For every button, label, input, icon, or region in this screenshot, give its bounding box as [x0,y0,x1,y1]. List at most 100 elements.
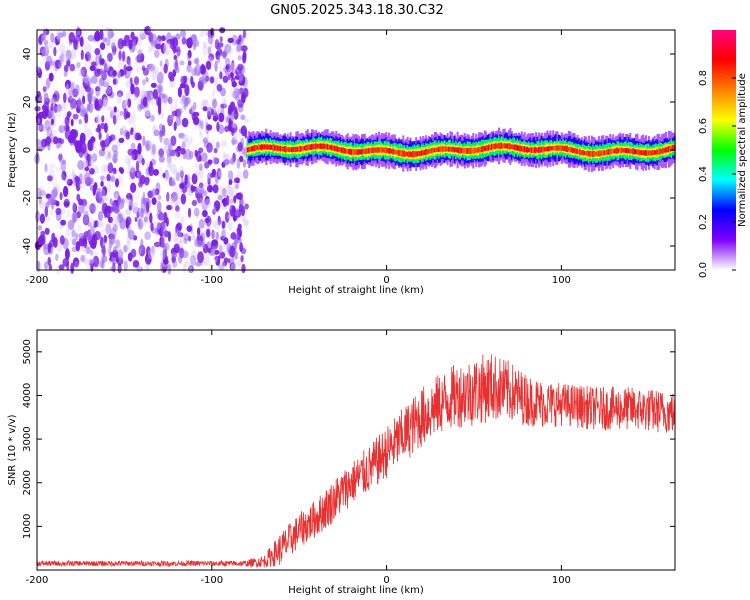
spectrogram-noise-cell [242,159,247,168]
spectrogram-noise-cell [93,250,98,258]
spectrogram-noise-cell [171,110,178,117]
spectrogram-noise-cell [193,124,200,130]
spectrogram-signal-cell [485,145,488,151]
spectrogram-noise-cell [56,104,62,112]
spectrogram-noise-cell [145,143,150,152]
spectrogram-noise-cell [184,97,189,108]
spectrogram-noise-cell [80,66,88,77]
spectrogram-noise-cell [230,257,235,265]
spectrogram-noise-cell [169,181,176,187]
spectrogram-noise-cell [167,157,173,168]
spectrogram-noise-cell [233,239,238,250]
spectrogram-noise-cell [42,86,47,93]
spectrogram-signal-cell [346,148,349,154]
spectrogram-noise-cell [105,149,113,162]
spectrogram-signal-cell [316,143,319,149]
spectrogram-noise-cell [78,236,86,247]
spectrogram-noise-cell [54,59,62,69]
spectrogram-noise-cell [191,250,197,260]
spectrogram-signal-cell [649,150,652,156]
spectrogram-noise-cell [240,125,247,137]
spectrogram-noise-cell [116,241,122,251]
spectrogram-noise-cell [179,148,186,155]
spectrogram-noise-cell [190,186,198,192]
spectrogram-signal-cell [513,144,516,150]
spectrogram-noise-cell [167,263,172,275]
spectrogram-signal-cell [389,147,392,155]
spectrogram-noise-cell [204,254,210,267]
spectrogram-noise-cell [128,115,134,125]
spectrogram-noise-cell [112,115,117,125]
spectrogram-noise-cell [86,262,92,271]
spectrogram-noise-cell [80,246,87,253]
spectrogram-noise-cell [225,195,230,206]
spectrogram-noise-cell [214,75,219,88]
spectrogram-noise-cell [57,107,62,119]
spectrogram-noise-cell [222,50,227,60]
spectrogram-noise-cell [177,86,182,98]
spectrogram-noise-cell [244,203,249,210]
spectrogram-noise-cell [83,247,88,254]
spectrogram-signal-cell [439,146,442,152]
spectrogram-noise-cell [50,32,55,43]
spectrogram-noise-cell [90,153,97,160]
spectrogram-noise-cell [219,251,226,259]
spectrogram-noise-cell [115,239,121,249]
spectrogram-signal-cell [625,147,628,154]
spectrogram-noise-cell [45,216,51,222]
spectrogram-noise-cell [147,190,153,199]
spectrogram-signal-cell [293,147,296,152]
spectrogram-noise-cell [44,227,50,235]
spectrogram-noise-cell [145,110,151,119]
spectrogram-signal-cell [526,146,529,153]
spectrogram-noise-cell [224,211,230,224]
spectrogram-noise-cell [144,25,152,36]
spectrogram-noise-cell [85,127,92,138]
spectrogram-x-ticks: -200 -100 0 100 [26,30,571,286]
spectrogram-noise-cell [202,242,206,249]
spectrogram-signal-cell [479,147,482,153]
spectrogram-noise-cell [212,88,216,98]
spectrogram-signal-cell [490,143,493,151]
spectrogram-noise-cell [197,184,205,195]
spectrogram-signal-cell [530,147,533,154]
spectrogram-noise-cell [227,191,235,199]
spectrogram-noise-cell [45,136,52,145]
spectrogram-noise-cell [162,172,166,178]
spectrogram-noise-cell [196,150,202,163]
spectrogram-signal-cell [443,146,446,152]
spectrogram-noise-cell [84,76,90,84]
spectrogram-signal-cell [672,144,675,152]
spectrogram-noise-cell [242,29,246,39]
spectrogram-noise-cell [221,220,226,229]
spectrogram-noise-cell [230,157,235,165]
spectrogram-noise-cell [202,229,207,239]
spectrogram-noise-cell [207,46,212,55]
spectrogram-noise-cell [50,209,54,217]
spectrogram-noise-cell [94,220,99,228]
spectrogram-noise-cell [204,195,210,206]
spectrogram-signal-cell [426,148,429,155]
spectrogram-noise-cell [179,96,186,105]
spectrogram-noise-cell [231,122,237,129]
spectrogram-noise-cell [178,253,183,264]
spectrogram-noise-cell [43,92,49,102]
spectrogram-noise-cell [213,157,220,165]
spectrogram-noise-cell [227,109,233,116]
x-tick-label: 0 [383,575,389,586]
spectrogram-noise-cell [172,187,178,199]
spectrogram-signal-cell [508,143,511,150]
spectrogram-noise-cell [141,90,148,97]
spectrogram-signal-cell [326,143,329,150]
spectrogram-noise-cell [75,232,79,241]
spectrogram-noise-cell [184,139,191,147]
spectrogram-signal-cell [249,146,252,152]
spectrogram-signal-cell [567,147,570,152]
spectrogram-noise-cell [46,55,53,66]
spectrogram-noise-cell [90,136,96,144]
spectrogram-noise-cell [166,191,170,202]
spectrogram-signal-cell [523,146,526,153]
spectrogram-signal-cell [633,148,636,155]
spectrogram-noise-cell [133,95,138,102]
